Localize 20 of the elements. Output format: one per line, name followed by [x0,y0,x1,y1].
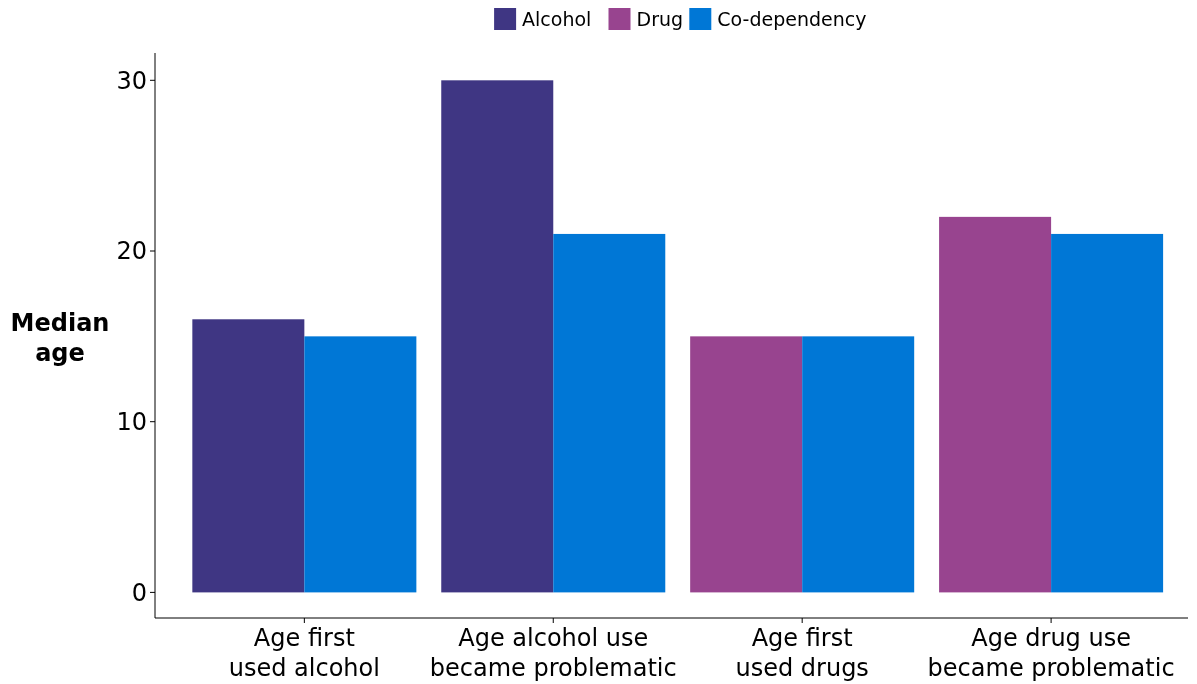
y-tick-label: 30 [116,66,147,95]
x-tick-label: Age alcohol use became problematic [429,624,677,682]
bar [192,319,305,593]
bar [802,336,915,593]
bar [939,216,1052,593]
bar [690,336,803,593]
y-axis-title: Median age [10,309,110,367]
bar [441,80,554,593]
x-tick-label: Age first used alcohol [228,624,380,682]
y-tick-label: 0 [131,578,147,607]
x-tick-label: Age drug use became problematic [927,624,1175,682]
legend-label: Drug [636,7,684,30]
bar [304,336,417,593]
x-tick-label: Age first used drugs [735,624,869,682]
bar [1051,233,1164,593]
legend-label: Alcohol [522,7,592,30]
y-tick-label: 20 [116,237,147,266]
legend-label: Co-dependency [717,7,867,30]
y-tick-label: 10 [116,408,147,437]
bar [553,233,666,593]
